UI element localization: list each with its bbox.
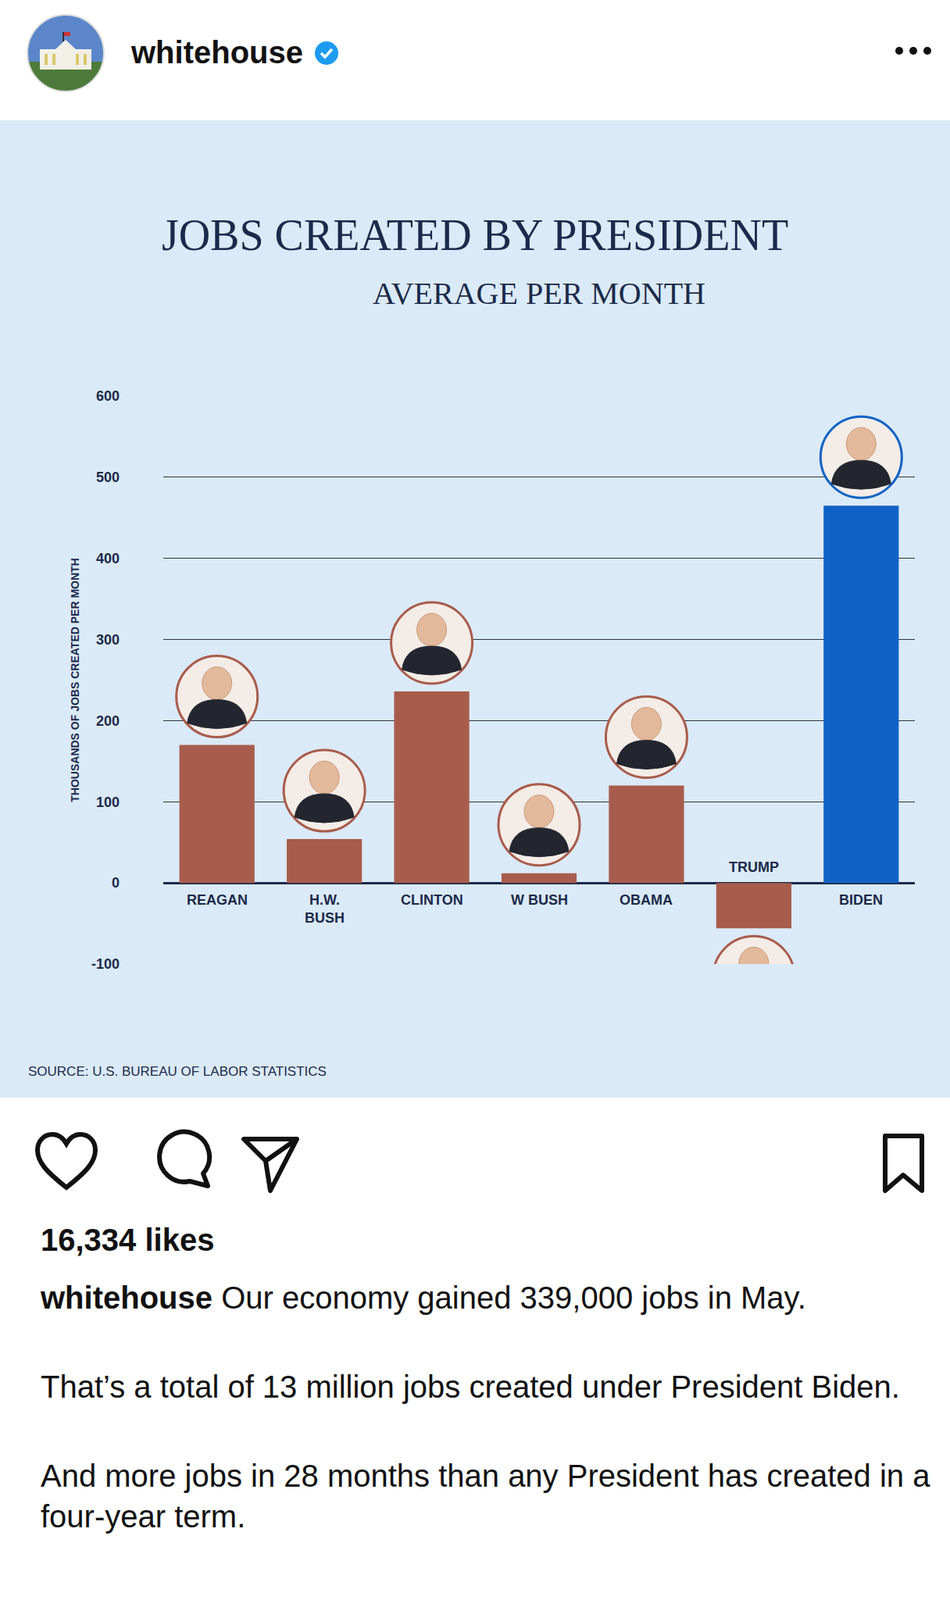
svg-text:CLINTON: CLINTON bbox=[400, 892, 464, 908]
svg-text:BIDEN: BIDEN bbox=[839, 892, 883, 908]
html-text:whitehouse: whitehouse bbox=[131, 35, 304, 70]
svg-text:-100: -100 bbox=[91, 956, 120, 972]
svg-text:400: 400 bbox=[96, 550, 120, 567]
html-text:16,334 likes: 16,334 likes bbox=[40, 1222, 215, 1258]
svg-text:500: 500 bbox=[96, 469, 120, 486]
svg-text:TRUMP: TRUMP bbox=[728, 859, 779, 875]
svg-text:200: 200 bbox=[96, 713, 120, 729]
html-text:That’s a total of 13 million j: That’s a total of 13 million jobs create… bbox=[40, 1369, 900, 1404]
html-text:And more jobs in 28 months tha: And more jobs in 28 months than any Pres… bbox=[40, 1458, 931, 1534]
svg-text:SOURCE: U.S. BUREAU OF LABOR S: SOURCE: U.S. BUREAU OF LABOR STATISTICS bbox=[28, 1064, 327, 1079]
svg-text:AVERAGE PER MONTH: AVERAGE PER MONTH bbox=[372, 275, 706, 311]
svg-text:JOBS CREATED BY PRESIDENT: JOBS CREATED BY PRESIDENT bbox=[161, 210, 789, 260]
svg-text:H.W.BUSH: H.W.BUSH bbox=[304, 892, 345, 926]
svg-text:OBAMA: OBAMA bbox=[619, 892, 673, 908]
svg-text:100: 100 bbox=[96, 794, 120, 811]
svg-text:0: 0 bbox=[111, 875, 120, 891]
svg-text:REAGAN: REAGAN bbox=[186, 892, 248, 908]
html-text:whitehouse Our economy gained: whitehouse Our economy gained 339,000 jo… bbox=[40, 1280, 807, 1315]
svg-text:W BUSH: W BUSH bbox=[510, 892, 568, 908]
svg-text:THOUSANDS OF JOBS CREATED PER: THOUSANDS OF JOBS CREATED PER MONTH bbox=[68, 557, 82, 802]
svg-text:600: 600 bbox=[96, 388, 120, 404]
svg-text:300: 300 bbox=[96, 632, 120, 648]
